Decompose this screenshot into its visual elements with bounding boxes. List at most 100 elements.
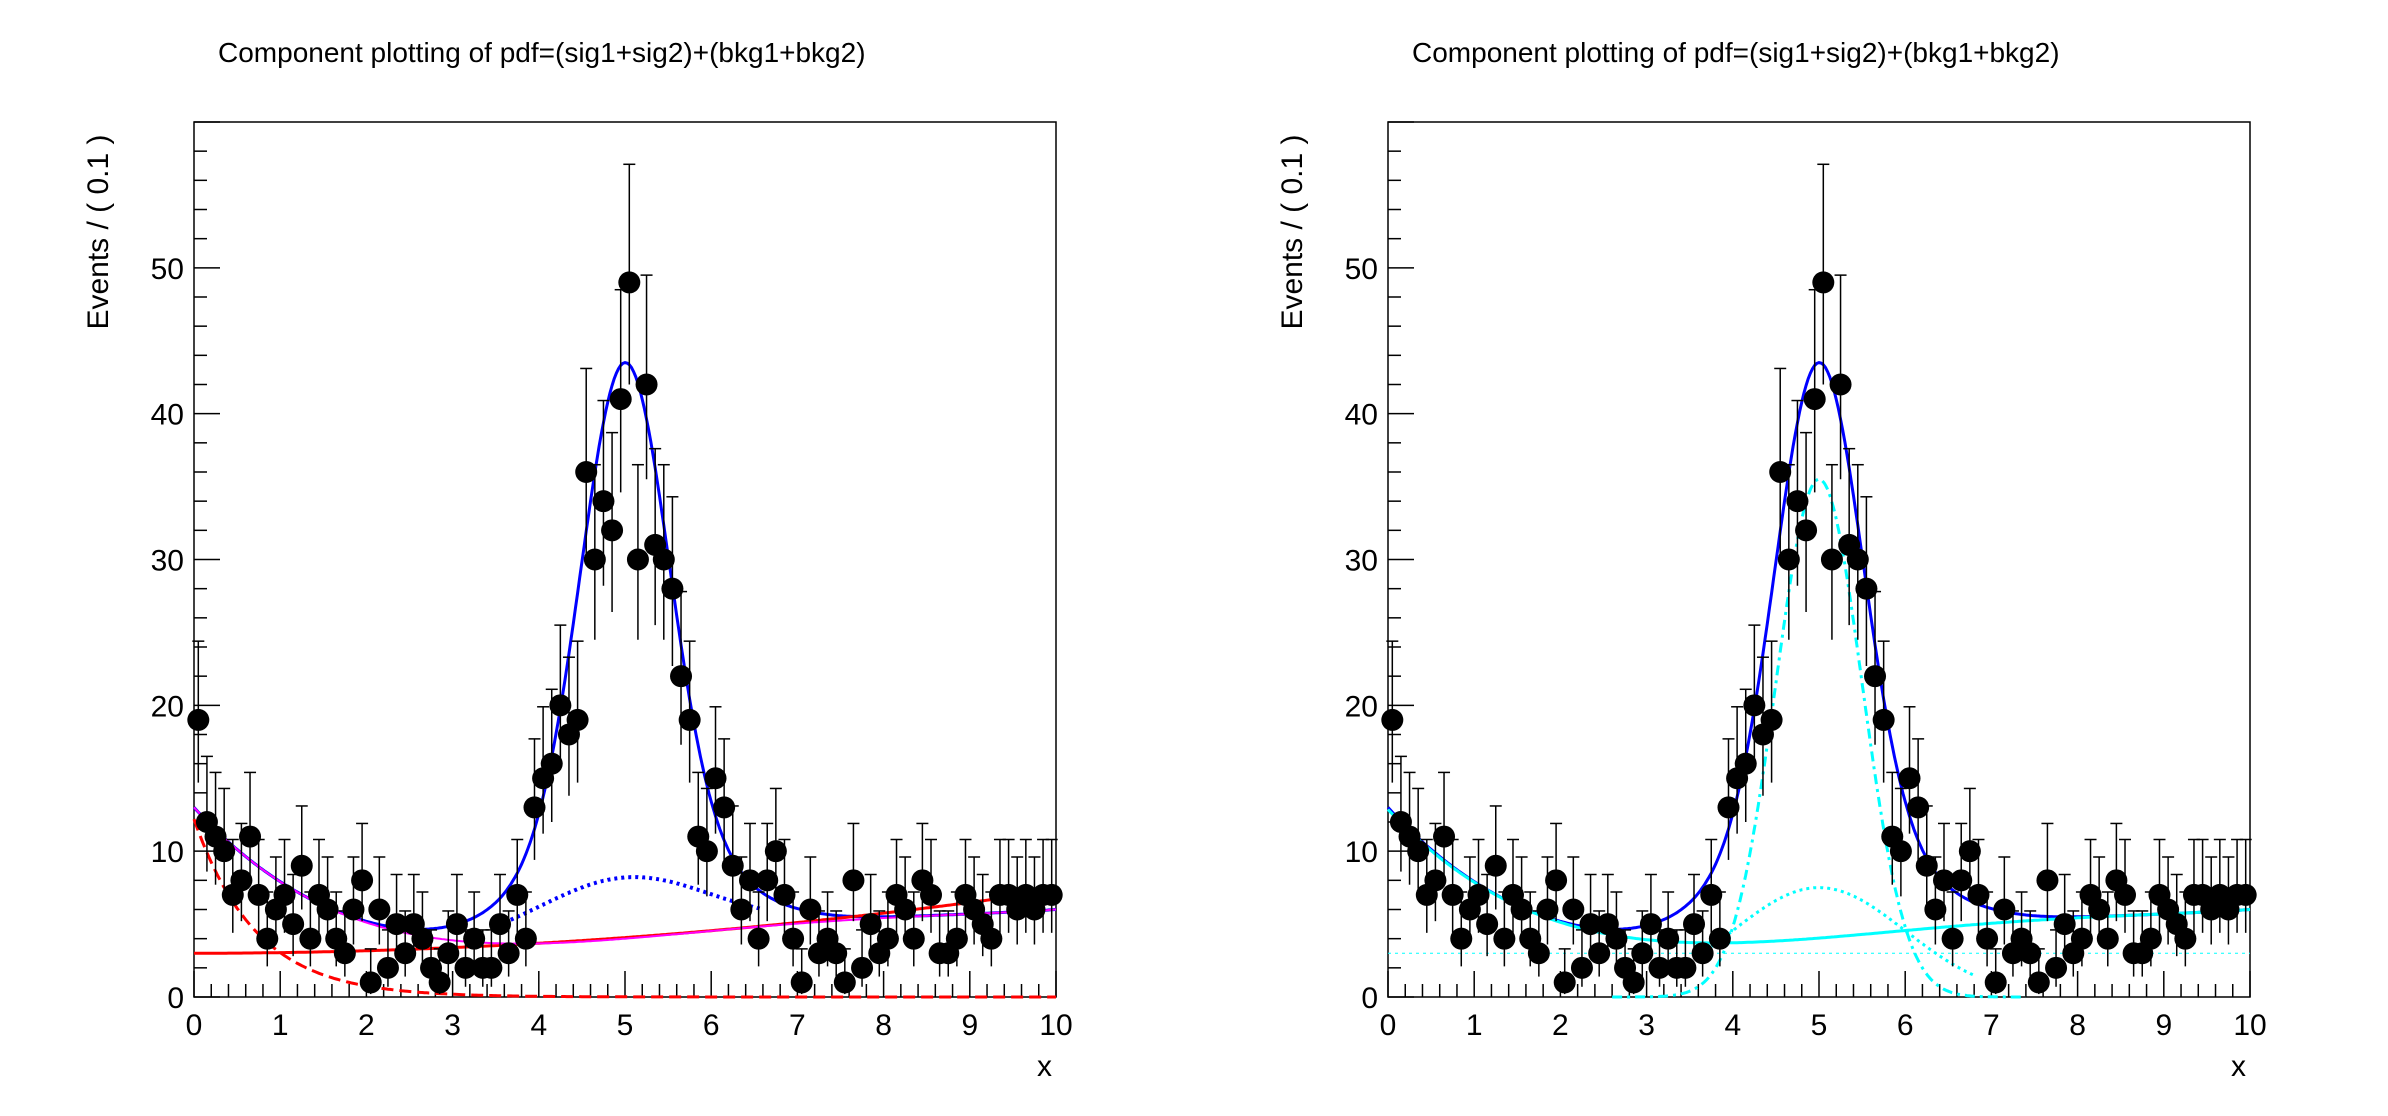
right-curve-total (1386, 361, 2251, 931)
right-data-point (1889, 840, 1912, 863)
left-data-point (704, 767, 727, 790)
left-data-point (549, 694, 572, 717)
right-data-point (1846, 548, 1869, 571)
left-data-point (713, 796, 736, 819)
left-x-tick-label: 1 (272, 1009, 289, 1042)
right-x-tick-label: 5 (1811, 1009, 1828, 1042)
left-x-tick-label: 3 (444, 1009, 461, 1042)
right-data-point (1579, 913, 1602, 936)
left-y-tick-label: 40 (151, 399, 184, 432)
right-data-point (1476, 913, 1499, 936)
left-y-tick-label: 10 (151, 836, 184, 869)
left-data-point (342, 898, 365, 921)
right-data-point (1864, 665, 1887, 688)
left-data-point (514, 927, 537, 950)
left-data-point (842, 869, 865, 892)
right-y-tick-label: 10 (1345, 836, 1378, 869)
right-data-point (1872, 708, 1895, 731)
right-x-tick-label: 1 (1466, 1009, 1483, 1042)
left-data-point (635, 373, 658, 396)
right-data-point (2096, 927, 2119, 950)
right-data-point (1958, 840, 1981, 863)
right-data-point (1898, 767, 1921, 790)
right-data-point (1924, 898, 1947, 921)
right-plot-frame (1387, 121, 2251, 998)
left-x-tick-label: 7 (789, 1009, 806, 1042)
right-x-axis-label: x (2231, 1050, 2246, 1083)
left-data-point (799, 898, 822, 921)
right-x-tick-label: 3 (1638, 1009, 1655, 1042)
right-x-tick-label: 4 (1724, 1009, 1741, 1042)
left-data-point (411, 927, 434, 950)
right-x-tick-label: 10 (2233, 1009, 2266, 1042)
right-data-point (1855, 577, 1878, 600)
right-curve-sig1 (1612, 477, 2026, 999)
right-data-point (1622, 971, 1645, 994)
right-data-point (1553, 971, 1576, 994)
right-data-point (1734, 752, 1757, 775)
left-data-point (618, 271, 641, 294)
left-data-point (980, 927, 1003, 950)
left-data-point (945, 927, 968, 950)
left-y-tick-label: 20 (151, 690, 184, 723)
left-data-point (601, 519, 624, 542)
right-data-point (1639, 913, 1662, 936)
left-data-point (394, 942, 417, 965)
right-data-point (1674, 956, 1697, 979)
left-data-point (730, 898, 753, 921)
left-data-point (290, 854, 313, 877)
right-data-point (1993, 898, 2016, 921)
right-data-point (1631, 942, 1654, 965)
left-plot-frame (193, 121, 1057, 998)
left-data-point (333, 942, 356, 965)
right-data-point (2019, 942, 2042, 965)
right-chart-svg: Component plotting of pdf=(sig1+sig2)+(b… (1276, 37, 2267, 1083)
right-y-tick-label: 20 (1345, 690, 1378, 723)
left-data-point (764, 840, 787, 863)
right-x-tick-label: 8 (2069, 1009, 2086, 1042)
left-data-point (695, 840, 718, 863)
right-data-point (1976, 927, 1999, 950)
left-data-point (187, 708, 210, 731)
right-data-point (1786, 490, 1809, 513)
left-data-point (609, 388, 632, 411)
left-data-point (316, 898, 339, 921)
left-curve-total (192, 361, 1057, 931)
left-data-point (445, 913, 468, 936)
left-data-point (359, 971, 382, 994)
left-data-point (273, 883, 296, 906)
right-data-point (1570, 956, 1593, 979)
right-y-tick-label: 40 (1345, 399, 1378, 432)
left-x-tick-label: 8 (875, 1009, 892, 1042)
right-data-point (1915, 854, 1938, 877)
right-data-point (1967, 883, 1990, 906)
right-data-point (1760, 708, 1783, 731)
right-data-point (1950, 869, 1973, 892)
right-data-point (1407, 840, 1430, 863)
right-x-tick-label: 2 (1552, 1009, 1569, 1042)
right-data-point (1932, 869, 1955, 892)
right-data-point (1700, 883, 1723, 906)
left-x-tick-label: 5 (617, 1009, 634, 1042)
left-chart-title: Component plotting of pdf=(sig1+sig2)+(b… (218, 37, 866, 68)
right-data-point (1769, 461, 1792, 483)
right-data-point (1562, 898, 1585, 921)
right-x-tick-label: 7 (1983, 1009, 2000, 1042)
left-x-tick-label: 4 (530, 1009, 547, 1042)
left-data-point (506, 883, 529, 906)
right-data-point (2114, 883, 2137, 906)
left-data-point (876, 927, 899, 950)
left-data-points (187, 163, 1063, 995)
left-data-point (540, 752, 563, 775)
left-data-point (239, 825, 262, 848)
left-x-tick-label: 2 (358, 1009, 375, 1042)
left-data-point (773, 883, 796, 906)
left-plot-pad: Component plotting of pdf=(sig1+sig2)+(b… (82, 37, 1073, 1083)
left-x-tick-label: 6 (703, 1009, 720, 1042)
left-data-point (351, 869, 374, 892)
right-data-point (1820, 548, 1843, 571)
right-data-points (1381, 163, 2257, 995)
left-data-point (230, 869, 253, 892)
right-data-point (1648, 956, 1671, 979)
left-y-axis-label: Events / ( 0.1 ) (82, 134, 115, 329)
